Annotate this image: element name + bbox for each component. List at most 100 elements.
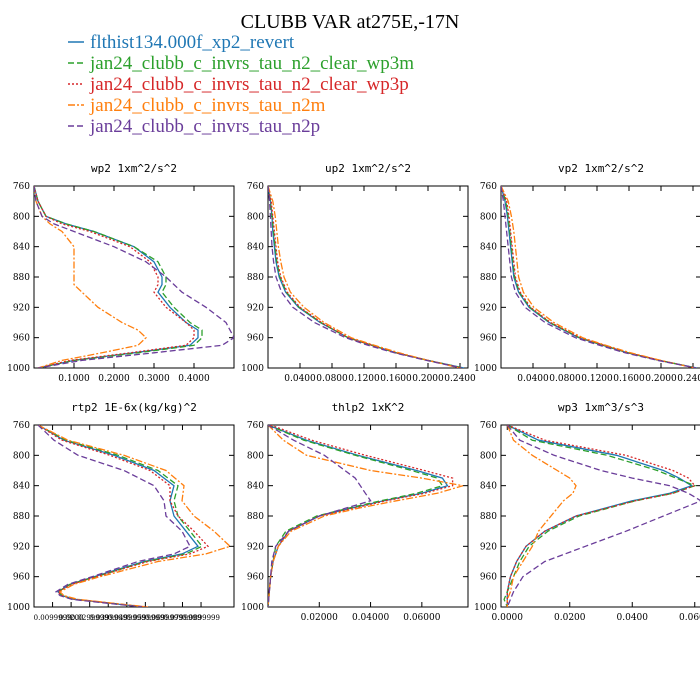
series-group <box>503 425 700 607</box>
y-tick-label: 1000 <box>7 364 30 374</box>
series-group <box>34 186 234 368</box>
plot-frame <box>267 185 469 369</box>
series-group <box>268 425 464 607</box>
x-tick-label: 0.0800 <box>549 374 581 384</box>
panel-title: vp2 1xm^2/s^2 <box>558 162 644 175</box>
y-tick-label: 800 <box>480 451 497 461</box>
plot-frame <box>33 185 235 369</box>
x-tick-label: 0.0200 <box>554 613 586 623</box>
y-tick-label: 1000 <box>7 603 30 613</box>
y-tick-label: 840 <box>247 243 264 253</box>
x-tick-label: 0.0399999 <box>89 614 127 622</box>
series-line-4 <box>506 425 577 607</box>
series-line-3 <box>34 186 195 368</box>
series-line-4 <box>34 186 147 368</box>
y-tick-label: 760 <box>247 182 264 192</box>
x-tick-label: 0.2000 <box>645 374 677 384</box>
panel-title: wp3 1xm^3/s^3 <box>558 401 644 414</box>
y-tick-label: 920 <box>480 542 497 552</box>
series-line-5 <box>34 186 234 368</box>
x-tick-label: 0.06000 <box>403 613 440 623</box>
x-tick-label: 0.0400 <box>617 613 649 623</box>
legend-item: jan24_clubb_c_invrs_tau_n2_clear_wp3p <box>89 74 409 95</box>
series-line-1 <box>506 425 694 607</box>
series-line-3 <box>268 425 454 607</box>
series-line-2 <box>501 186 697 368</box>
y-tick-label: 1000 <box>474 603 497 613</box>
figure-title: CLUBB VAR at275E,-17N <box>241 11 460 33</box>
x-tick-label: 0.0000 <box>492 613 524 623</box>
panel-3: vp2 1xm^2/s^2 760 800 840 880 920 960 1000 0.040… <box>474 162 700 384</box>
y-tick-label: 880 <box>13 273 30 283</box>
x-tick-label: 0.0699999 <box>145 614 183 622</box>
x-tick-label: 0.04000 <box>352 613 389 623</box>
y-tick-label: 800 <box>247 212 264 222</box>
x-tick-label: 0.1200 <box>348 374 380 384</box>
x-tick-label: 0.0600 <box>679 613 700 623</box>
y-tick-label: 880 <box>247 273 264 283</box>
x-tick-label: 0.0400 <box>517 374 549 384</box>
x-tick-label: 0.2400 <box>444 374 476 384</box>
y-tick-label: 1000 <box>474 364 497 374</box>
x-tick-label: 0.2400 <box>677 374 700 384</box>
panel-5: thlp2 1xK^2 760 800 840 880 920 960 1000 0.02000… <box>241 401 469 623</box>
y-tick-label: 960 <box>247 573 264 583</box>
panel-title: wp2 1xm^2/s^2 <box>91 162 177 175</box>
legend-item: flthist134.000f_xp2_revert <box>90 32 295 53</box>
series-line-4 <box>37 425 232 607</box>
y-tick-label: 880 <box>13 512 30 522</box>
plot-frame <box>500 185 700 369</box>
x-tick-label: 0.0099999 <box>34 614 72 622</box>
y-tick-label: 960 <box>480 573 497 583</box>
legend-item: jan24_clubb_c_invrs_tau_n2p <box>89 116 320 137</box>
plot-frame <box>33 424 235 608</box>
y-tick-label: 800 <box>13 212 30 222</box>
y-tick-label: 840 <box>480 243 497 253</box>
y-tick-label: 840 <box>13 482 30 492</box>
x-tick-label: 0.2000 <box>98 374 130 384</box>
y-tick-label: 840 <box>480 482 497 492</box>
x-tick-label: 0.1600 <box>380 374 412 384</box>
series-line-3 <box>268 186 463 368</box>
series-line-5 <box>501 186 697 368</box>
y-tick-label: 800 <box>247 451 264 461</box>
series-line-2 <box>34 186 203 368</box>
series-line-1 <box>37 425 200 607</box>
panel-1: wp2 1xm^2/s^2 760 800 840 880 920 960 1000 0.100… <box>7 162 235 384</box>
panel-title: up2 1xm^2/s^2 <box>325 162 411 175</box>
legend-item: jan24_clubb_c_invrs_tau_n2m <box>89 95 326 116</box>
y-tick-label: 800 <box>480 212 497 222</box>
series-line-3 <box>37 425 210 607</box>
series-line-5 <box>37 425 191 607</box>
y-tick-label: 960 <box>480 334 497 344</box>
x-tick-label: 0.3000 <box>138 374 170 384</box>
y-tick-label: 760 <box>13 182 30 192</box>
y-tick-label: 880 <box>480 512 497 522</box>
series-group <box>268 186 465 368</box>
series-line-5 <box>506 425 700 607</box>
panel-4: rtp2 1E-6x(kg/kg)^2 760 800 840 880 920 960 100… <box>7 401 235 622</box>
legend: flthist134.000f_xp2_revertjan24_clubb_c_… <box>68 32 414 137</box>
series-line-2 <box>268 186 464 368</box>
y-tick-label: 920 <box>13 303 30 313</box>
panel-title: rtp2 1E-6x(kg/kg)^2 <box>71 401 197 414</box>
panels: wp2 1xm^2/s^2 760 800 840 880 920 960 1000 0.100… <box>7 162 700 623</box>
panel-6: wp3 1xm^3/s^3 760 800 840 880 920 960 10000.000… <box>474 401 700 623</box>
series-group <box>37 425 232 607</box>
series-line-1 <box>34 186 199 368</box>
y-tick-label: 960 <box>13 573 30 583</box>
x-tick-label: 0.0499999 <box>108 614 146 622</box>
y-tick-label: 960 <box>247 334 264 344</box>
series-line-2 <box>37 425 204 607</box>
y-tick-label: 760 <box>13 421 30 431</box>
legend-item: jan24_clubb_c_invrs_tau_n2_clear_wp3m <box>89 53 414 74</box>
y-tick-label: 760 <box>480 182 497 192</box>
y-tick-label: 800 <box>13 451 30 461</box>
series-line-5 <box>268 425 372 607</box>
series-line-1 <box>501 186 698 368</box>
y-tick-label: 960 <box>13 334 30 344</box>
panel-2: up2 1xm^2/s^2 760 800 840 880 920 960 1000 0.040… <box>241 162 476 384</box>
series-line-1 <box>268 186 465 368</box>
x-tick-label: 0.0799999 <box>164 614 202 622</box>
y-tick-label: 920 <box>480 303 497 313</box>
